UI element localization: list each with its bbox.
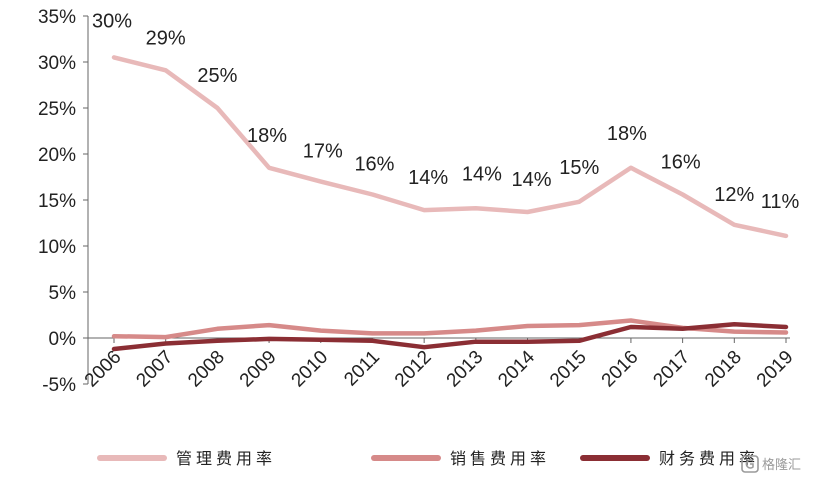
legend: 管理费用率 销售费用率 财务费用率 (97, 449, 759, 468)
data-label: 18% (247, 125, 287, 147)
x-tick-label: 2014 (494, 346, 539, 391)
y-tick-label: -5% (42, 375, 76, 396)
x-tick-label: 2010 (288, 347, 333, 392)
y-tick-label: 35% (38, 7, 76, 28)
x-tick-label: 2015 (546, 347, 591, 392)
y-tick-label: 20% (38, 145, 76, 166)
data-label: 29% (146, 27, 186, 49)
watermark-text: 格隆汇 (762, 457, 801, 473)
y-tick-label: 10% (38, 237, 76, 258)
watermark-logo-icon (741, 455, 759, 473)
x-tick-label: 2016 (598, 347, 643, 392)
data-label: 12% (714, 184, 754, 206)
data-label: 16% (661, 151, 701, 173)
data-label: 16% (354, 153, 394, 175)
x-tick-label: 2009 (236, 347, 281, 392)
data-labels: 30% 29% 25% 18% 17% 16% 14% 14% 14% 15% 18% 16% 12% 1… (92, 10, 800, 212)
legend-label: 管理费用率 (176, 449, 276, 468)
data-label: 11% (761, 191, 800, 213)
series-lines (111, 55, 789, 352)
y-tick-label: 25% (38, 99, 76, 120)
data-label: 14% (512, 169, 552, 191)
y-tick-labels: 35% 30% 25% 20% 15% 10% 5% 0% -5% (38, 7, 88, 396)
x-tick-label: 2017 (649, 347, 694, 392)
x-tick-label: 2018 (701, 347, 746, 392)
x-tick-label: 2012 (391, 347, 436, 392)
y-tick-label: 0% (49, 329, 77, 350)
x-tick-label: 2007 (132, 347, 177, 392)
data-label: 15% (559, 157, 599, 179)
data-label: 30% (92, 10, 132, 32)
y-tick-label: 30% (38, 53, 76, 74)
x-tick-label: 2019 (753, 347, 798, 392)
x-tick-label: 2008 (184, 347, 229, 392)
legend-label: 财务费用率 (659, 449, 759, 468)
data-label: 14% (462, 163, 502, 185)
data-label: 18% (607, 123, 647, 145)
data-label: 14% (408, 167, 448, 189)
x-tick-label: 2013 (443, 347, 488, 392)
data-label: 17% (303, 141, 343, 163)
series-line-1 (111, 55, 789, 239)
watermark: 格隆汇 (741, 455, 801, 473)
y-tick-label: 15% (38, 191, 76, 212)
x-tick-label: 2011 (340, 347, 384, 391)
y-tick-label: 5% (49, 283, 77, 304)
series-line-3 (111, 321, 789, 352)
data-label: 25% (197, 65, 237, 87)
legend-label: 销售费用率 (450, 449, 550, 468)
